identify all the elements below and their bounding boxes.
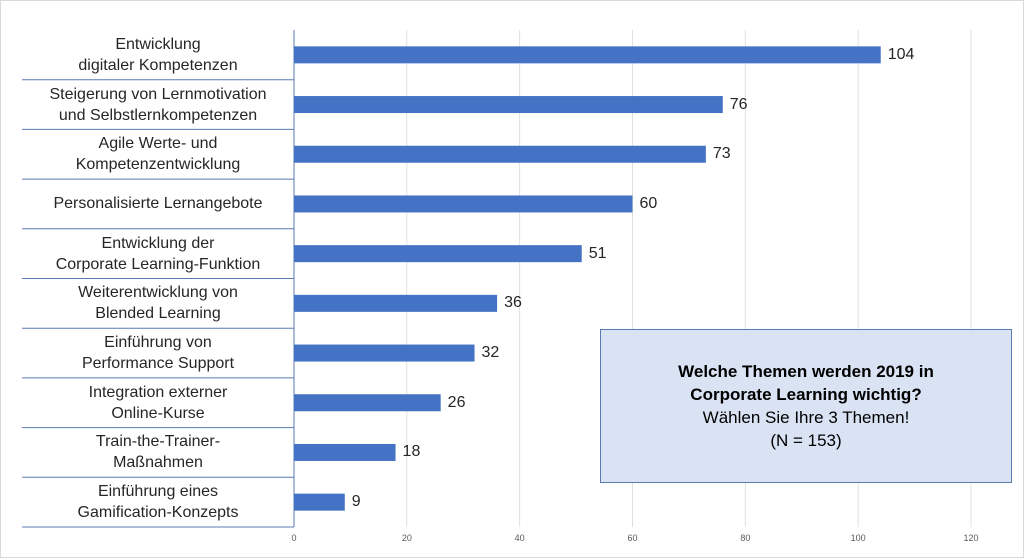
data-label: 73: [712, 145, 731, 163]
bar: [294, 344, 475, 362]
data-label: 104: [887, 45, 915, 63]
info-sample-size: (N = 153): [770, 431, 842, 450]
survey-info-box: Welche Themen werden 2019 in Corporate L…: [600, 329, 1012, 483]
x-tick-label: 60: [627, 533, 638, 543]
x-tick-label: 20: [401, 533, 412, 543]
data-label: 76: [729, 95, 748, 113]
bar: [294, 195, 633, 213]
bar: [294, 394, 441, 412]
data-label: 9: [351, 493, 361, 511]
x-tick-label: 0: [291, 533, 297, 543]
bar: [294, 46, 881, 64]
category-label: Agile Werte- und Kompetenzentwicklung: [75, 135, 241, 174]
category-label: Personalisierte Lernangebote: [53, 195, 263, 213]
info-instruction: Wählen Sie Ihre 3 Themen!: [702, 408, 910, 427]
info-question-line-2: Corporate Learning wichtig?: [690, 385, 922, 404]
data-label: 60: [639, 194, 658, 212]
x-tick-label: 40: [514, 533, 525, 543]
info-question-line-1: Welche Themen werden 2019 in: [678, 362, 934, 381]
x-tick-label: 100: [850, 533, 866, 543]
category-label: Einführung eines Gamification-Konzepts: [77, 483, 239, 522]
x-tick-label: 120: [963, 533, 979, 543]
bar: [294, 493, 345, 511]
bar: [294, 145, 706, 163]
bar: [294, 443, 396, 461]
bar: [294, 294, 498, 312]
data-label: 36: [504, 294, 522, 312]
category-label: Train-the-Trainer- Maßnahmen: [95, 433, 221, 472]
x-tick-label: 80: [740, 533, 751, 543]
data-label: 51: [588, 244, 607, 262]
data-label: 32: [481, 344, 500, 362]
category-label: Entwicklung digitaler Kompetenzen: [78, 35, 238, 74]
category-label: Steigerung von Lernmotivation und Selbst…: [49, 85, 267, 124]
data-label: 18: [402, 443, 421, 461]
category-label: Entwicklung der Corporate Learning-Funkt…: [55, 234, 261, 273]
category-label: Einführung von Performance Support: [81, 334, 235, 373]
bar: [294, 96, 723, 114]
category-label: Weiterentwicklung von Blended Learning: [78, 284, 238, 323]
category-label: Integration externer Online-Kurse: [88, 383, 228, 422]
bar: [294, 245, 582, 263]
data-label: 26: [447, 393, 466, 411]
